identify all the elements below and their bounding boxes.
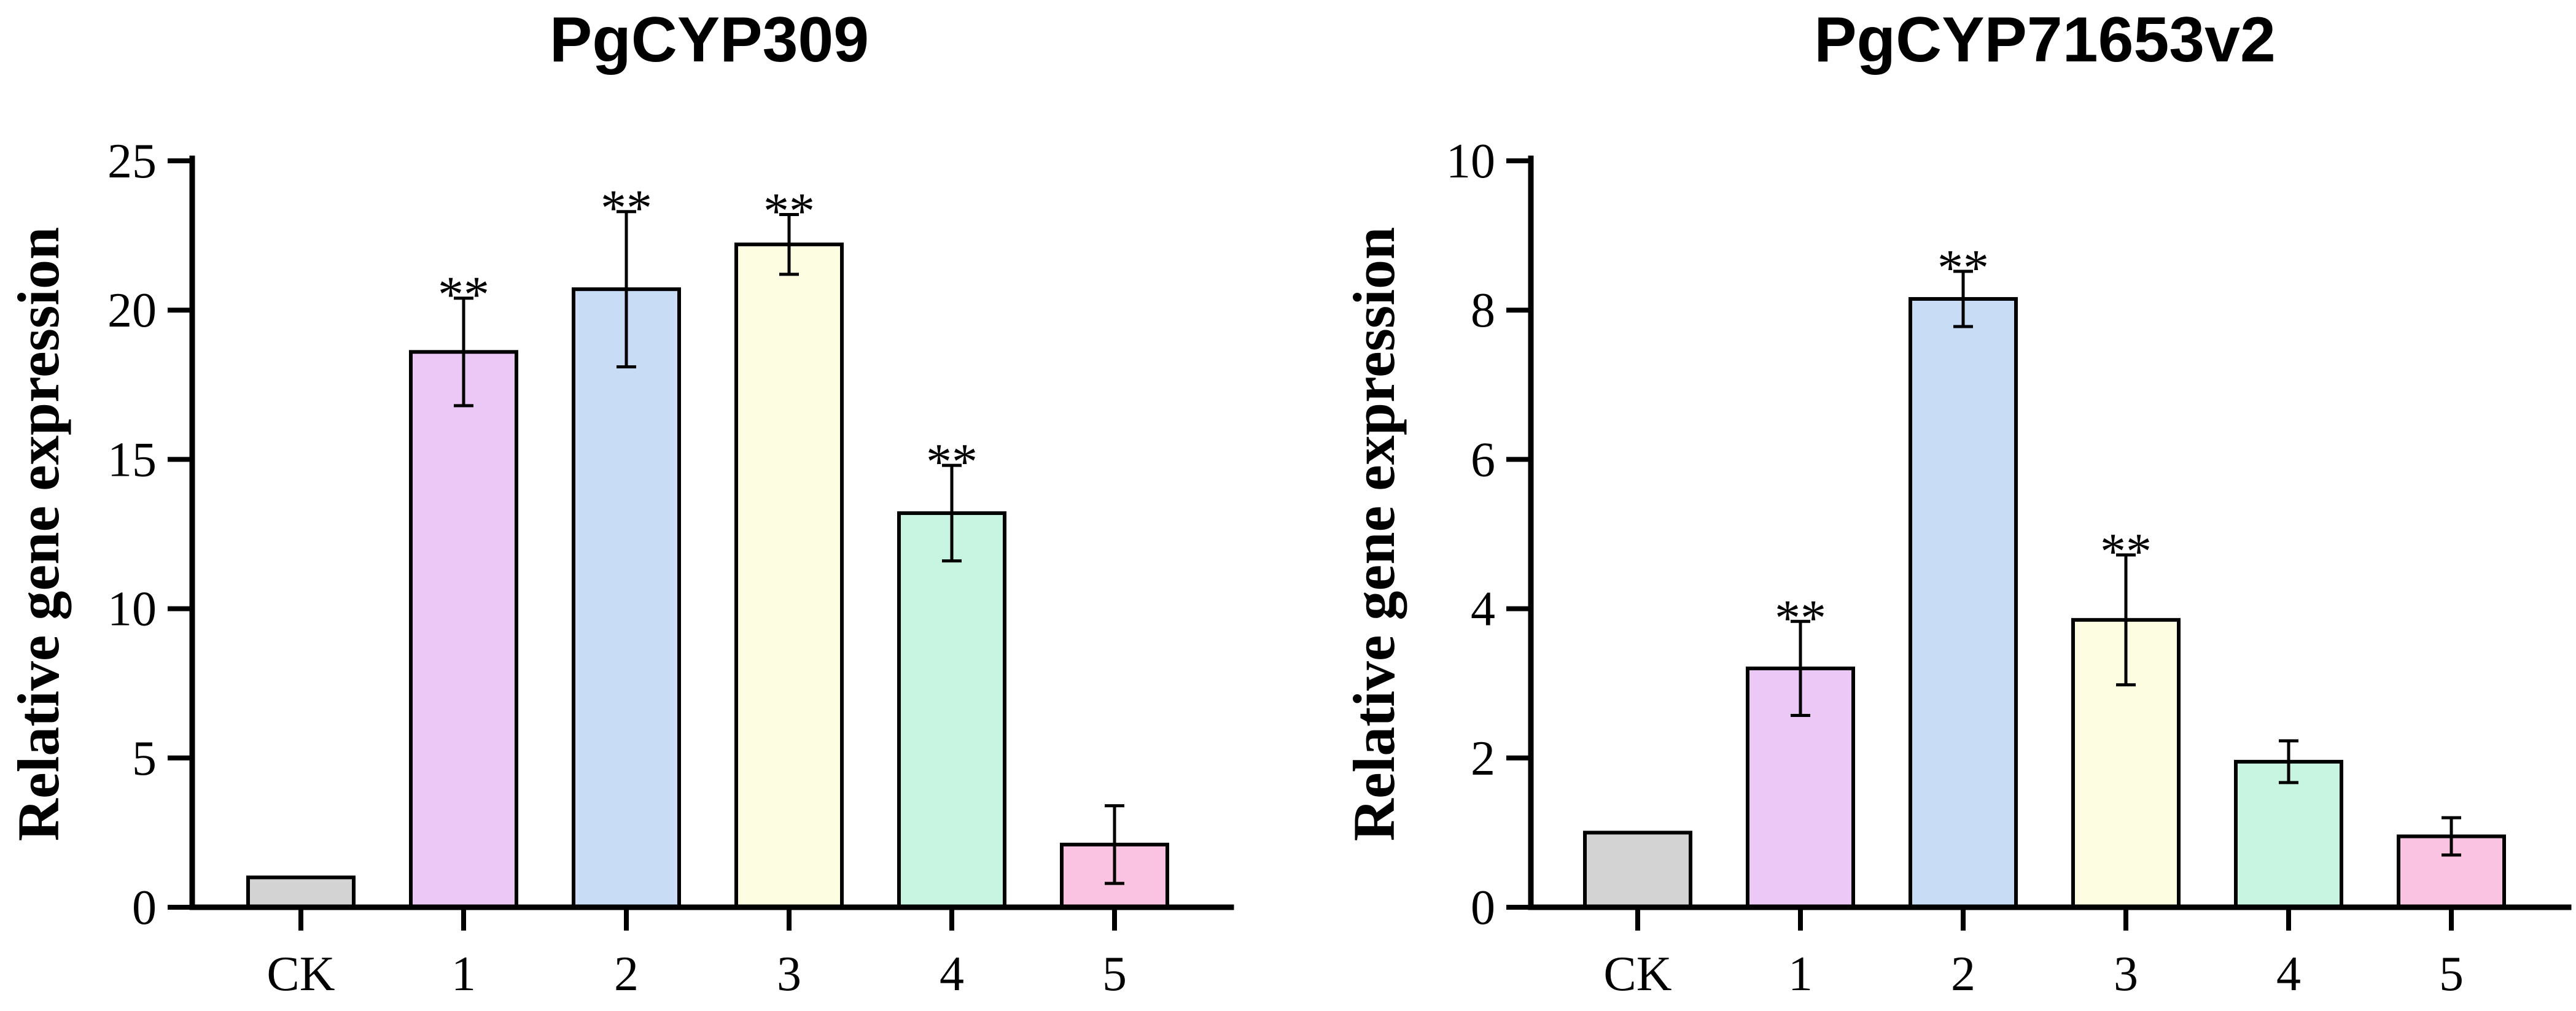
x-tick-label-3: 3 <box>777 947 801 1001</box>
error-bar-1 <box>1791 619 1810 717</box>
significance-marker-1: ** <box>1775 589 1826 646</box>
significance-marker-2: ** <box>1937 239 1989 296</box>
y-tick-label: 0 <box>132 881 157 935</box>
x-tick-label-1: 1 <box>1788 947 1813 1001</box>
x-tick-label-4: 4 <box>940 947 964 1001</box>
y-axis-label: Relative gene expression <box>1341 227 1407 842</box>
x-tick-label-CK: CK <box>1603 947 1671 1001</box>
bar-CK <box>246 875 356 909</box>
error-bar-3 <box>2116 553 2136 687</box>
y-tick-label: 20 <box>107 284 157 338</box>
error-bar-5 <box>1105 804 1124 885</box>
x-tick-label-4: 4 <box>2276 947 2301 1001</box>
y-tick-label: 6 <box>1471 433 1495 487</box>
x-tick-label-3: 3 <box>2114 947 2138 1001</box>
bar-4 <box>2234 759 2343 909</box>
x-tick-label-2: 2 <box>1951 947 1975 1001</box>
error-bar-1 <box>454 296 473 408</box>
bar-CK <box>1583 831 1692 910</box>
bar-3 <box>734 242 844 909</box>
y-tick-label: 4 <box>1471 583 1495 637</box>
bar-1 <box>409 350 518 909</box>
error-bar-4 <box>942 463 962 563</box>
x-tick-label-5: 5 <box>1102 947 1127 1001</box>
x-tick-label-1: 1 <box>451 947 476 1001</box>
bar-2 <box>572 287 681 910</box>
error-bar-2 <box>1953 269 1973 328</box>
y-tick-label: 8 <box>1471 284 1495 338</box>
y-axis-label: Relative gene expression <box>6 227 71 842</box>
y-tick-label: 10 <box>1446 134 1495 188</box>
error-bar-3 <box>779 213 799 276</box>
y-tick-label: 15 <box>107 433 157 487</box>
y-tick-label: 10 <box>107 583 157 637</box>
significance-marker-1: ** <box>438 266 489 323</box>
error-bar-4 <box>2279 739 2298 784</box>
chart-title: PgCYP71653v2 <box>1814 4 2276 76</box>
significance-marker-2: ** <box>601 180 652 237</box>
y-tick-label: 2 <box>1471 732 1495 786</box>
y-tick-label: 0 <box>1471 881 1495 935</box>
significance-marker-3: ** <box>763 183 815 240</box>
significance-marker-4: ** <box>926 433 978 490</box>
bar-2 <box>1909 296 2018 909</box>
x-tick-label-CK: CK <box>267 947 335 1001</box>
chart-title: PgCYP309 <box>550 4 869 76</box>
x-tick-label-2: 2 <box>614 947 639 1001</box>
y-tick-label: 25 <box>107 134 157 188</box>
significance-marker-3: ** <box>2100 523 2152 580</box>
x-tick-label-5: 5 <box>2439 947 2464 1001</box>
y-tick-label: 5 <box>132 732 157 786</box>
error-bar-5 <box>2442 816 2461 857</box>
bar-4 <box>897 511 1006 909</box>
error-bar-2 <box>617 210 636 369</box>
